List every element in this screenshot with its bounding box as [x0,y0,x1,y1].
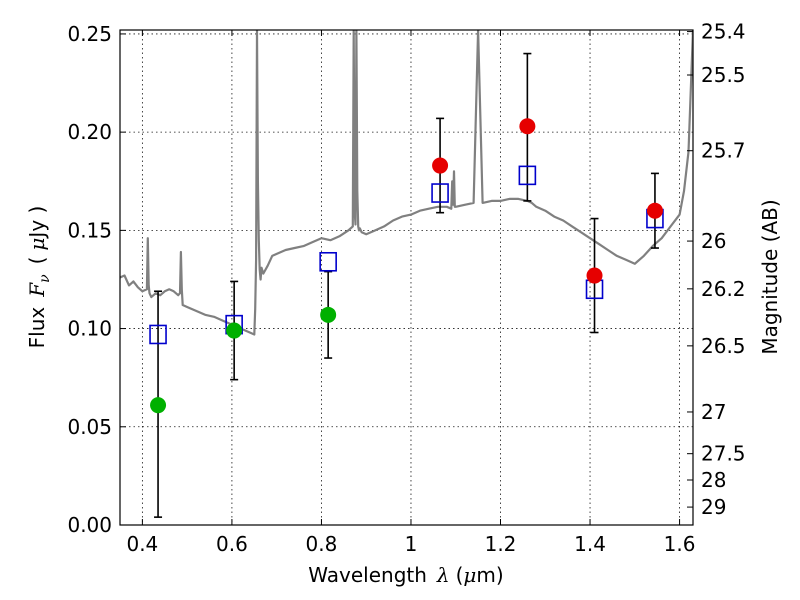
x-tick-label: 0.4 [126,532,158,556]
model-spectrum [120,30,693,336]
magnitude-tick-label: 25.4 [701,20,746,44]
y-tick-label: 0.05 [67,415,112,439]
magnitude-tick-label: 25.7 [701,139,746,163]
magnitude-tick-label: 25.5 [701,63,746,87]
magnitude-tick-label: 27.5 [701,442,746,466]
x-tick-label: 0.6 [216,532,248,556]
x-tick-label: 1 [405,532,418,556]
x-tick-label: 0.8 [306,532,338,556]
y-axis-label: FluxFν(μJy ) [25,206,53,349]
x-tick-labels: 0.4 0.6 0.8 1 1.2 1.4 1.6 [126,532,695,556]
y-tick-label: 0.10 [67,317,112,341]
magnitude-axis-label: Magnitude (AB) [758,199,782,354]
observed-red-point [586,267,603,284]
magnitude-tick-label: 28 [701,468,726,492]
magnitude-tick-label: 26.2 [701,277,746,301]
data-markers [149,118,664,414]
x-tick-label: 1.6 [664,532,696,556]
y-tick-label: 0.25 [67,22,112,46]
axis-ticks [120,30,693,526]
x-tick-label: 1.2 [485,532,517,556]
model-square-marker [431,183,449,203]
magnitude-tick-label: 27 [701,400,726,424]
plot-frame [119,29,694,526]
magnitude-tick-labels: 25.4 25.5 25.7 26 26.2 26.5 27 27.528 29 [701,20,746,519]
observed-green-point [320,306,337,323]
y-tick-label: 0.15 [67,218,112,242]
model-square-marker [518,165,537,186]
model-square-marker [149,324,167,345]
x-tick-label: 1.4 [574,532,606,556]
observed-green-point [226,322,243,339]
observed-red-point [432,157,449,174]
observed-red-point [519,118,536,135]
magnitude-tick-label: 29 [701,495,726,519]
observed-red-point [646,202,663,219]
observed-green-point [150,397,167,414]
plot-background [120,30,693,525]
y-tick-label: 0.20 [67,120,112,144]
x-axis-label: Wavelength λ (μm) [308,563,503,587]
model-spectrum-line [120,30,693,336]
magnitude-tick-label: 26 [701,229,726,253]
y-tick-labels: 0.00 0.05 0.10 0.15 0.20 0.25 [67,22,112,537]
model-square-marker [319,251,337,272]
magnitude-tick-label: 26.5 [701,334,746,358]
y-tick-label: 0.00 [67,513,112,537]
